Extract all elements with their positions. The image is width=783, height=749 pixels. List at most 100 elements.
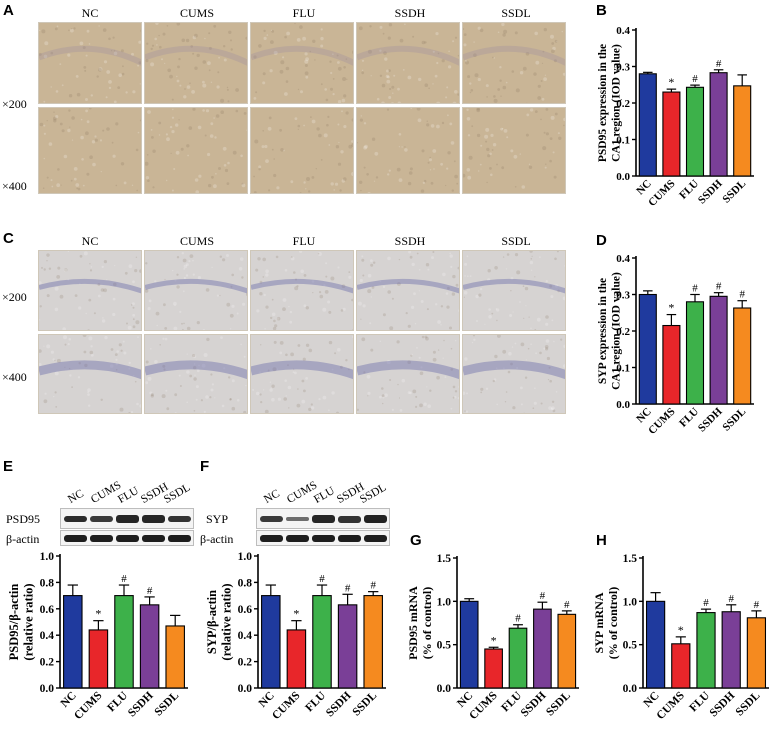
bar <box>363 595 383 689</box>
col-label: SSDL <box>501 234 531 248</box>
significance-mark: * <box>95 607 101 621</box>
col-label: NC <box>81 234 99 248</box>
category-label: SSDH <box>324 690 354 720</box>
lane-label: NC <box>262 487 282 506</box>
micrograph-tile <box>38 22 142 104</box>
micrograph-tile <box>38 107 142 194</box>
y-tick-label: 0.6 <box>238 604 253 616</box>
micrograph-tile <box>38 334 142 414</box>
category-label: SSDH <box>519 690 549 720</box>
micrograph-tile <box>250 22 354 104</box>
y-axis-label: (relative ratio) <box>22 583 36 660</box>
significance-mark: # <box>739 289 745 301</box>
category-label: NC <box>455 690 475 710</box>
y-tick-label: 0.2 <box>616 98 630 110</box>
category-label: CUMS <box>72 690 104 722</box>
y-tick-label: 0.0 <box>238 683 253 695</box>
y-tick-label: 0.6 <box>40 604 55 616</box>
row-label: ×200 <box>2 290 27 304</box>
significance-mark: # <box>370 580 376 592</box>
y-axis-label: (% of control) <box>420 587 434 659</box>
bar-chart-g: 0.0 0.5 1.0 1.5 PSD95 mRNA (% of control) NC * C… <box>406 553 579 722</box>
category-label: SSDL <box>720 178 748 206</box>
y-tick-label: 0.0 <box>437 683 452 695</box>
y-axis-label: SYP mRNA <box>592 592 606 653</box>
micrograph-tile <box>462 107 566 194</box>
panel-label-b: B <box>596 2 607 19</box>
significance-mark: # <box>319 573 325 585</box>
col-label: CUMS <box>179 6 214 20</box>
y-tick-label: 0.0 <box>616 399 630 411</box>
bar-chart-b: 0.0 0.1 0.2 0.3 0.4 PSD95 expression in the CA… <box>597 25 754 209</box>
y-tick-label: 0.2 <box>238 657 253 669</box>
bar <box>638 293 657 405</box>
bar <box>671 643 691 689</box>
y-tick-label: 0.5 <box>437 640 452 652</box>
category-label: SSDL <box>720 406 748 434</box>
bar <box>721 611 741 689</box>
y-tick-label: 0.8 <box>40 577 55 589</box>
significance-mark: # <box>692 283 698 295</box>
y-tick-label: 1.0 <box>437 596 452 608</box>
bar <box>533 608 552 689</box>
y-axis-label: PSD95 mRNA <box>406 586 420 660</box>
lane-label: CUMS <box>89 479 124 506</box>
lane-label: CUMS <box>285 479 320 506</box>
blot-target-label: SYP <box>206 512 229 526</box>
bar-chart-e: 0.0 0.2 0.4 0.6 0.8 1.0 PSD95/β-actin (relative… <box>7 551 188 722</box>
y-tick-label: 0.4 <box>616 253 630 265</box>
significance-mark: # <box>147 585 153 597</box>
category-label: CUMS <box>270 690 302 722</box>
category-label: SSDH <box>708 690 738 720</box>
blot-loading-label: β-actin <box>200 532 234 546</box>
col-label: SSDH <box>394 6 426 20</box>
row-label: ×400 <box>2 370 27 384</box>
bar <box>557 613 577 689</box>
y-tick-label: 1.5 <box>437 553 452 565</box>
blot-strip-actin <box>60 530 194 546</box>
micrograph-tile <box>462 22 566 104</box>
panel-label-g: G <box>410 532 422 549</box>
bar <box>685 86 705 177</box>
y-tick-label: 0.8 <box>238 577 253 589</box>
y-axis-label: (relative ratio) <box>220 583 234 660</box>
col-label: NC <box>81 6 99 20</box>
y-tick-label: 0.0 <box>616 171 630 183</box>
y-tick-label: 0.2 <box>40 657 55 669</box>
category-label: CUMS <box>646 178 677 209</box>
bar <box>638 73 657 177</box>
panel-label-a: A <box>3 2 14 19</box>
bar-chart-f: 0.0 0.2 0.4 0.6 0.8 1.0 SYP/β-actin (relative r… <box>205 551 386 722</box>
y-tick-label: 0.4 <box>40 630 55 642</box>
significance-mark: # <box>703 597 709 609</box>
y-tick-label: 1.5 <box>623 553 638 565</box>
y-tick-label: 0.4 <box>616 25 630 37</box>
bar <box>139 604 160 689</box>
bar <box>286 629 307 689</box>
blot-target-label: PSD95 <box>6 512 41 526</box>
y-tick-label: 0.2 <box>616 326 630 338</box>
y-tick-label: 1.0 <box>40 551 55 563</box>
micrograph-tile <box>250 334 354 414</box>
significance-mark: # <box>716 281 722 293</box>
micrograph-tile <box>356 107 460 194</box>
row-label: ×400 <box>2 179 27 193</box>
y-tick-label: 0.4 <box>238 630 253 642</box>
blot-strip-actin <box>256 530 390 546</box>
significance-mark: # <box>121 573 127 585</box>
panel-label-h: H <box>596 532 607 549</box>
significance-mark: * <box>668 75 674 89</box>
col-label: SSDL <box>501 6 531 20</box>
micrograph-tile <box>356 334 460 414</box>
category-label: NC <box>257 690 277 710</box>
category-label: NC <box>641 690 661 710</box>
bar <box>484 648 503 689</box>
significance-mark: * <box>491 633 497 647</box>
bar <box>312 595 332 689</box>
category-label: SSDH <box>696 177 725 206</box>
panel-label-d: D <box>596 232 607 249</box>
col-label: FLU <box>292 234 316 248</box>
bar <box>662 324 681 405</box>
category-label: SSDH <box>696 405 725 434</box>
category-label: SSDH <box>126 690 156 720</box>
